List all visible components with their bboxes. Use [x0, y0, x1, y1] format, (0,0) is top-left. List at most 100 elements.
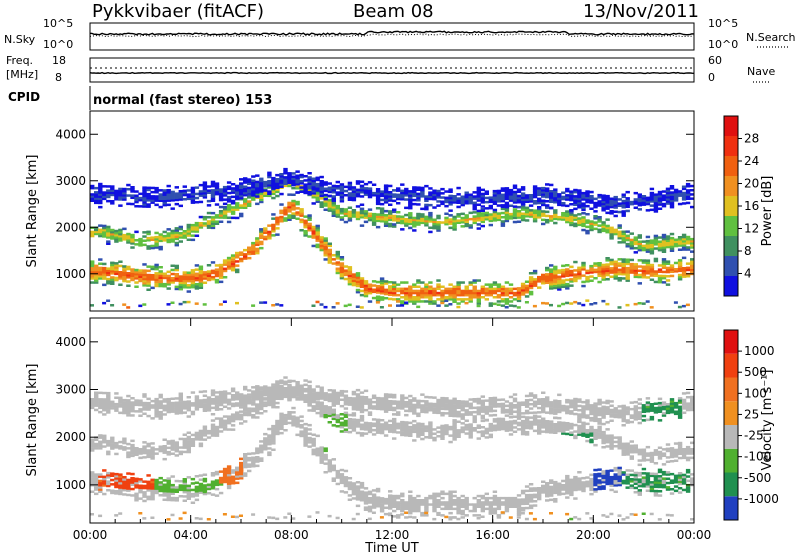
- power-cell-b2-2492: [436, 200, 441, 203]
- power-cell-b0-929: [601, 263, 606, 267]
- velocity-cell-b1-1662: [504, 420, 510, 424]
- power-cell-b2-2698: [561, 202, 566, 205]
- power-cell-b2-2670: [545, 195, 550, 199]
- power-cell-b0-428: [323, 241, 328, 244]
- velocity-cell-b1-1386: [311, 400, 316, 404]
- power-cell-b1-1634: [484, 215, 489, 219]
- power-cell-b2-1978: [118, 194, 123, 197]
- power-cell-b0-181: [182, 279, 187, 283]
- power-cell-b0-741: [496, 296, 502, 299]
- power-cell-b1-1700: [532, 215, 538, 219]
- power-cell-b1-1414: [327, 203, 332, 206]
- power-cell-b0-717: [480, 289, 485, 293]
- velocity-cell-b1-1216: [186, 440, 191, 443]
- power-cell-b1-1141: [126, 234, 131, 238]
- velocity-cell-b0-161: [170, 498, 175, 502]
- power-cell-b1-1433: [339, 218, 345, 221]
- power-cell-b2-2027: [150, 199, 155, 202]
- velocity-cell-b1-1242: [206, 436, 212, 439]
- velocity-cell-b0-521: [367, 490, 373, 494]
- power-cell-b1-1864: [653, 243, 659, 246]
- power-cell-b0-1066: [677, 267, 683, 270]
- velocity-cell-b1-1865: [641, 448, 647, 451]
- velocity-cell-b0-192: [186, 491, 191, 494]
- power-cell-b2-2854: [653, 193, 659, 196]
- velocity-cell-b0-268: [230, 482, 236, 485]
- velocity-cell-b0-904: [593, 490, 598, 493]
- velocity-cell-b0-735: [492, 499, 498, 502]
- power-cell-b1-1469: [367, 218, 373, 222]
- power-cell-b0-67: [122, 279, 127, 283]
- velocity-cell-b1-1586: [448, 427, 453, 431]
- power-cell-b1-1559: [428, 226, 433, 229]
- power-cell-b2-2868: [661, 190, 667, 193]
- power-cell-b2-2818: [633, 200, 638, 203]
- velocity-cell-b0-866: [569, 487, 574, 490]
- power-cell-b2-2667: [541, 186, 546, 190]
- power-cell-b1-1427: [335, 215, 340, 218]
- power-speckle-36: [235, 301, 239, 305]
- power-cell-b2-2546: [472, 195, 477, 198]
- power-cell-b0-936: [605, 263, 610, 266]
- velocity-cell-b0-673: [456, 511, 461, 515]
- power-cell-b1-1927: [690, 237, 695, 241]
- power-cell-b1-1865: [653, 241, 659, 244]
- power-cell-b1-1838: [637, 248, 642, 252]
- power-cell-b2-2791: [613, 200, 618, 203]
- velocity-cell-b1-1869: [645, 445, 651, 449]
- power-cell-b1-1885: [665, 243, 671, 247]
- power-cell-b2-2823: [637, 201, 642, 205]
- power-cell-b0-1047: [665, 279, 671, 282]
- power-cell-b2-2801: [621, 206, 626, 209]
- power-cell-b2-2399: [375, 188, 381, 191]
- power-speckle-32: [218, 303, 223, 306]
- power-cell-b1-1416: [327, 198, 332, 202]
- power-cell-b1-1647: [496, 218, 502, 222]
- velocity-cell-b0-446: [327, 463, 332, 466]
- power-cell-b0-139: [158, 276, 163, 279]
- power-cell-b0-205: [194, 283, 200, 286]
- power-cell-b1-1240: [202, 224, 208, 227]
- power-cell-b1-1251: [210, 224, 216, 227]
- power-cell-b2-2775: [605, 201, 610, 204]
- power-cell-b0-554: [392, 283, 397, 286]
- power-cell-b2-2055: [166, 197, 171, 200]
- velocity-cell-b0-953: [617, 481, 622, 485]
- power-cell-b0-874: [569, 278, 574, 281]
- power-cell-b0-131: [154, 272, 159, 275]
- power-cell-b0-653: [444, 289, 449, 293]
- velocity-cell-b0-1029: [657, 485, 663, 489]
- power-cell-b0-680: [460, 298, 465, 301]
- velocity-cell-b1-1489: [379, 423, 385, 426]
- power-cell-b1-1521: [400, 219, 405, 223]
- velocity-cell-b0-304: [247, 452, 252, 456]
- velocity-cell-b0-76: [126, 483, 131, 486]
- power-cell-b1-1441: [343, 210, 349, 213]
- colorbar-label-6: 28: [744, 132, 759, 146]
- power-cell-b1-1849: [645, 250, 651, 253]
- power-cell-b0-166: [174, 275, 179, 278]
- power-cell-b1-1263: [218, 214, 224, 217]
- power-cell-b1-1685: [520, 208, 526, 211]
- power-cell-b0-330: [271, 217, 276, 220]
- power-cell-b0-195: [190, 283, 196, 287]
- power-cell-b1-1817: [621, 234, 626, 238]
- power-cell-b0-724: [484, 287, 489, 291]
- power-cell-b0-650: [444, 298, 449, 301]
- power-cell-b0-457: [339, 266, 345, 269]
- power-cell-b0-85: [130, 272, 135, 275]
- power-cell-b1-1268: [222, 214, 228, 217]
- power-cell-b0-926: [601, 270, 606, 273]
- velocity-cell-b0-1009: [645, 472, 651, 475]
- power-cell-b1-1394: [315, 194, 320, 197]
- power-cell-b1-1448: [347, 206, 353, 209]
- power-cell-b0-20: [98, 275, 103, 278]
- power-cell-b0-1062: [677, 278, 683, 281]
- velocity-cell-b1-1120: [110, 436, 115, 440]
- velocity-cell-b0-54: [118, 492, 123, 496]
- velocity-cell-b1-1745: [561, 432, 566, 435]
- power-speckle-123: [585, 299, 590, 302]
- power-cell-b0-1070: [677, 259, 683, 262]
- power-cell-b0-574: [404, 291, 409, 295]
- power-cell-b2-2316: [323, 193, 328, 197]
